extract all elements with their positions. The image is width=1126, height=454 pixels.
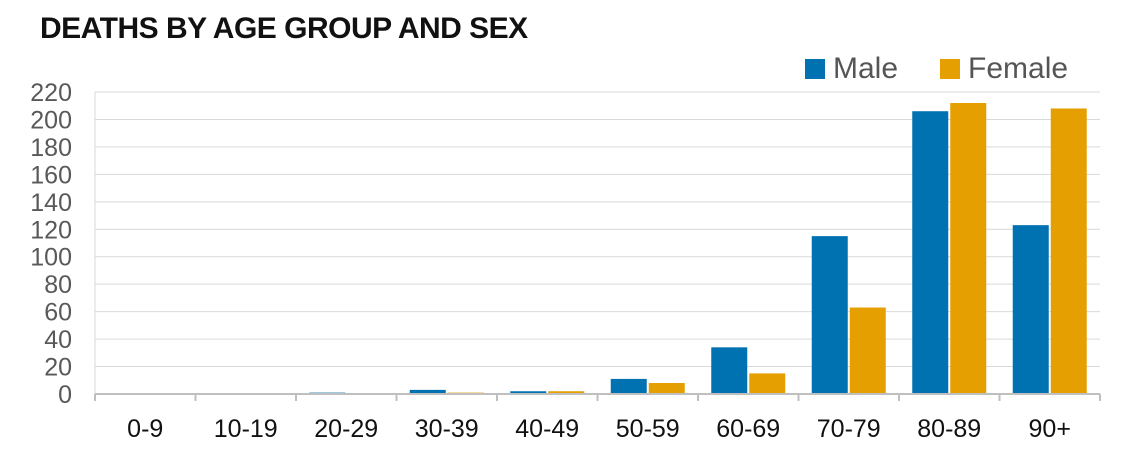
x-tick-label: 40-49 [515, 415, 579, 443]
y-tick-label: 120 [30, 216, 72, 244]
bar-female-50-59 [648, 383, 685, 394]
x-tick-label: 30-39 [415, 415, 479, 443]
bar-female-90plus [1050, 108, 1087, 395]
legend-label-male: Male [833, 52, 899, 85]
y-tick-label: 80 [44, 271, 72, 299]
x-tick-label: 90+ [1029, 415, 1071, 443]
legend-item-female: Female [940, 52, 1068, 86]
legend-swatch-female [940, 59, 961, 79]
y-tick-label: 0 [58, 381, 72, 409]
bar-male-50-59 [610, 378, 647, 394]
x-tick-label: 0-9 [127, 415, 163, 443]
bar-female-70-79 [849, 307, 886, 394]
bar-female-60-69 [749, 373, 786, 394]
bar-male-90plus [1012, 225, 1049, 394]
legend-swatch-male [805, 59, 825, 79]
bar-male-40-49 [510, 391, 547, 394]
x-tick-label: 10-19 [214, 415, 278, 443]
x-tick-label: 50-59 [616, 415, 680, 443]
x-tick-label: 60-69 [716, 415, 780, 443]
legend-item-male: Male [805, 52, 898, 86]
bar-male-60-69 [711, 347, 748, 394]
y-tick-label: 200 [30, 106, 72, 134]
y-tick-label: 60 [44, 299, 72, 327]
bar-female-80-89 [950, 102, 987, 395]
y-tick-label: 140 [30, 189, 72, 217]
legend: Male Female [805, 52, 1068, 86]
bars [309, 102, 1087, 395]
bar-male-30-39 [409, 389, 446, 394]
y-tick-label: 100 [30, 244, 72, 272]
y-tick-label: 220 [30, 79, 72, 107]
gridlines [95, 91, 1100, 368]
y-tick-label: 160 [30, 161, 72, 189]
x-tick-label: 80-89 [917, 415, 981, 443]
legend-label-female: Female [968, 52, 1069, 85]
x-tick-label: 70-79 [817, 415, 881, 443]
bar-male-70-79 [811, 236, 848, 394]
y-tick-label: 180 [30, 134, 72, 162]
x-axis: 0-9 10-19 20-29 30-39 40-49 50-59 60-69 70-79 80… [94, 393, 1101, 443]
chart-title: DEATHS BY AGE GROUP AND SEX [40, 12, 528, 45]
y-tick-label: 20 [44, 354, 72, 382]
x-tick-label: 20-29 [314, 415, 378, 443]
y-tick-label: 40 [44, 326, 72, 354]
bar-male-80-89 [912, 111, 949, 394]
bar-female-40-49 [548, 391, 585, 394]
